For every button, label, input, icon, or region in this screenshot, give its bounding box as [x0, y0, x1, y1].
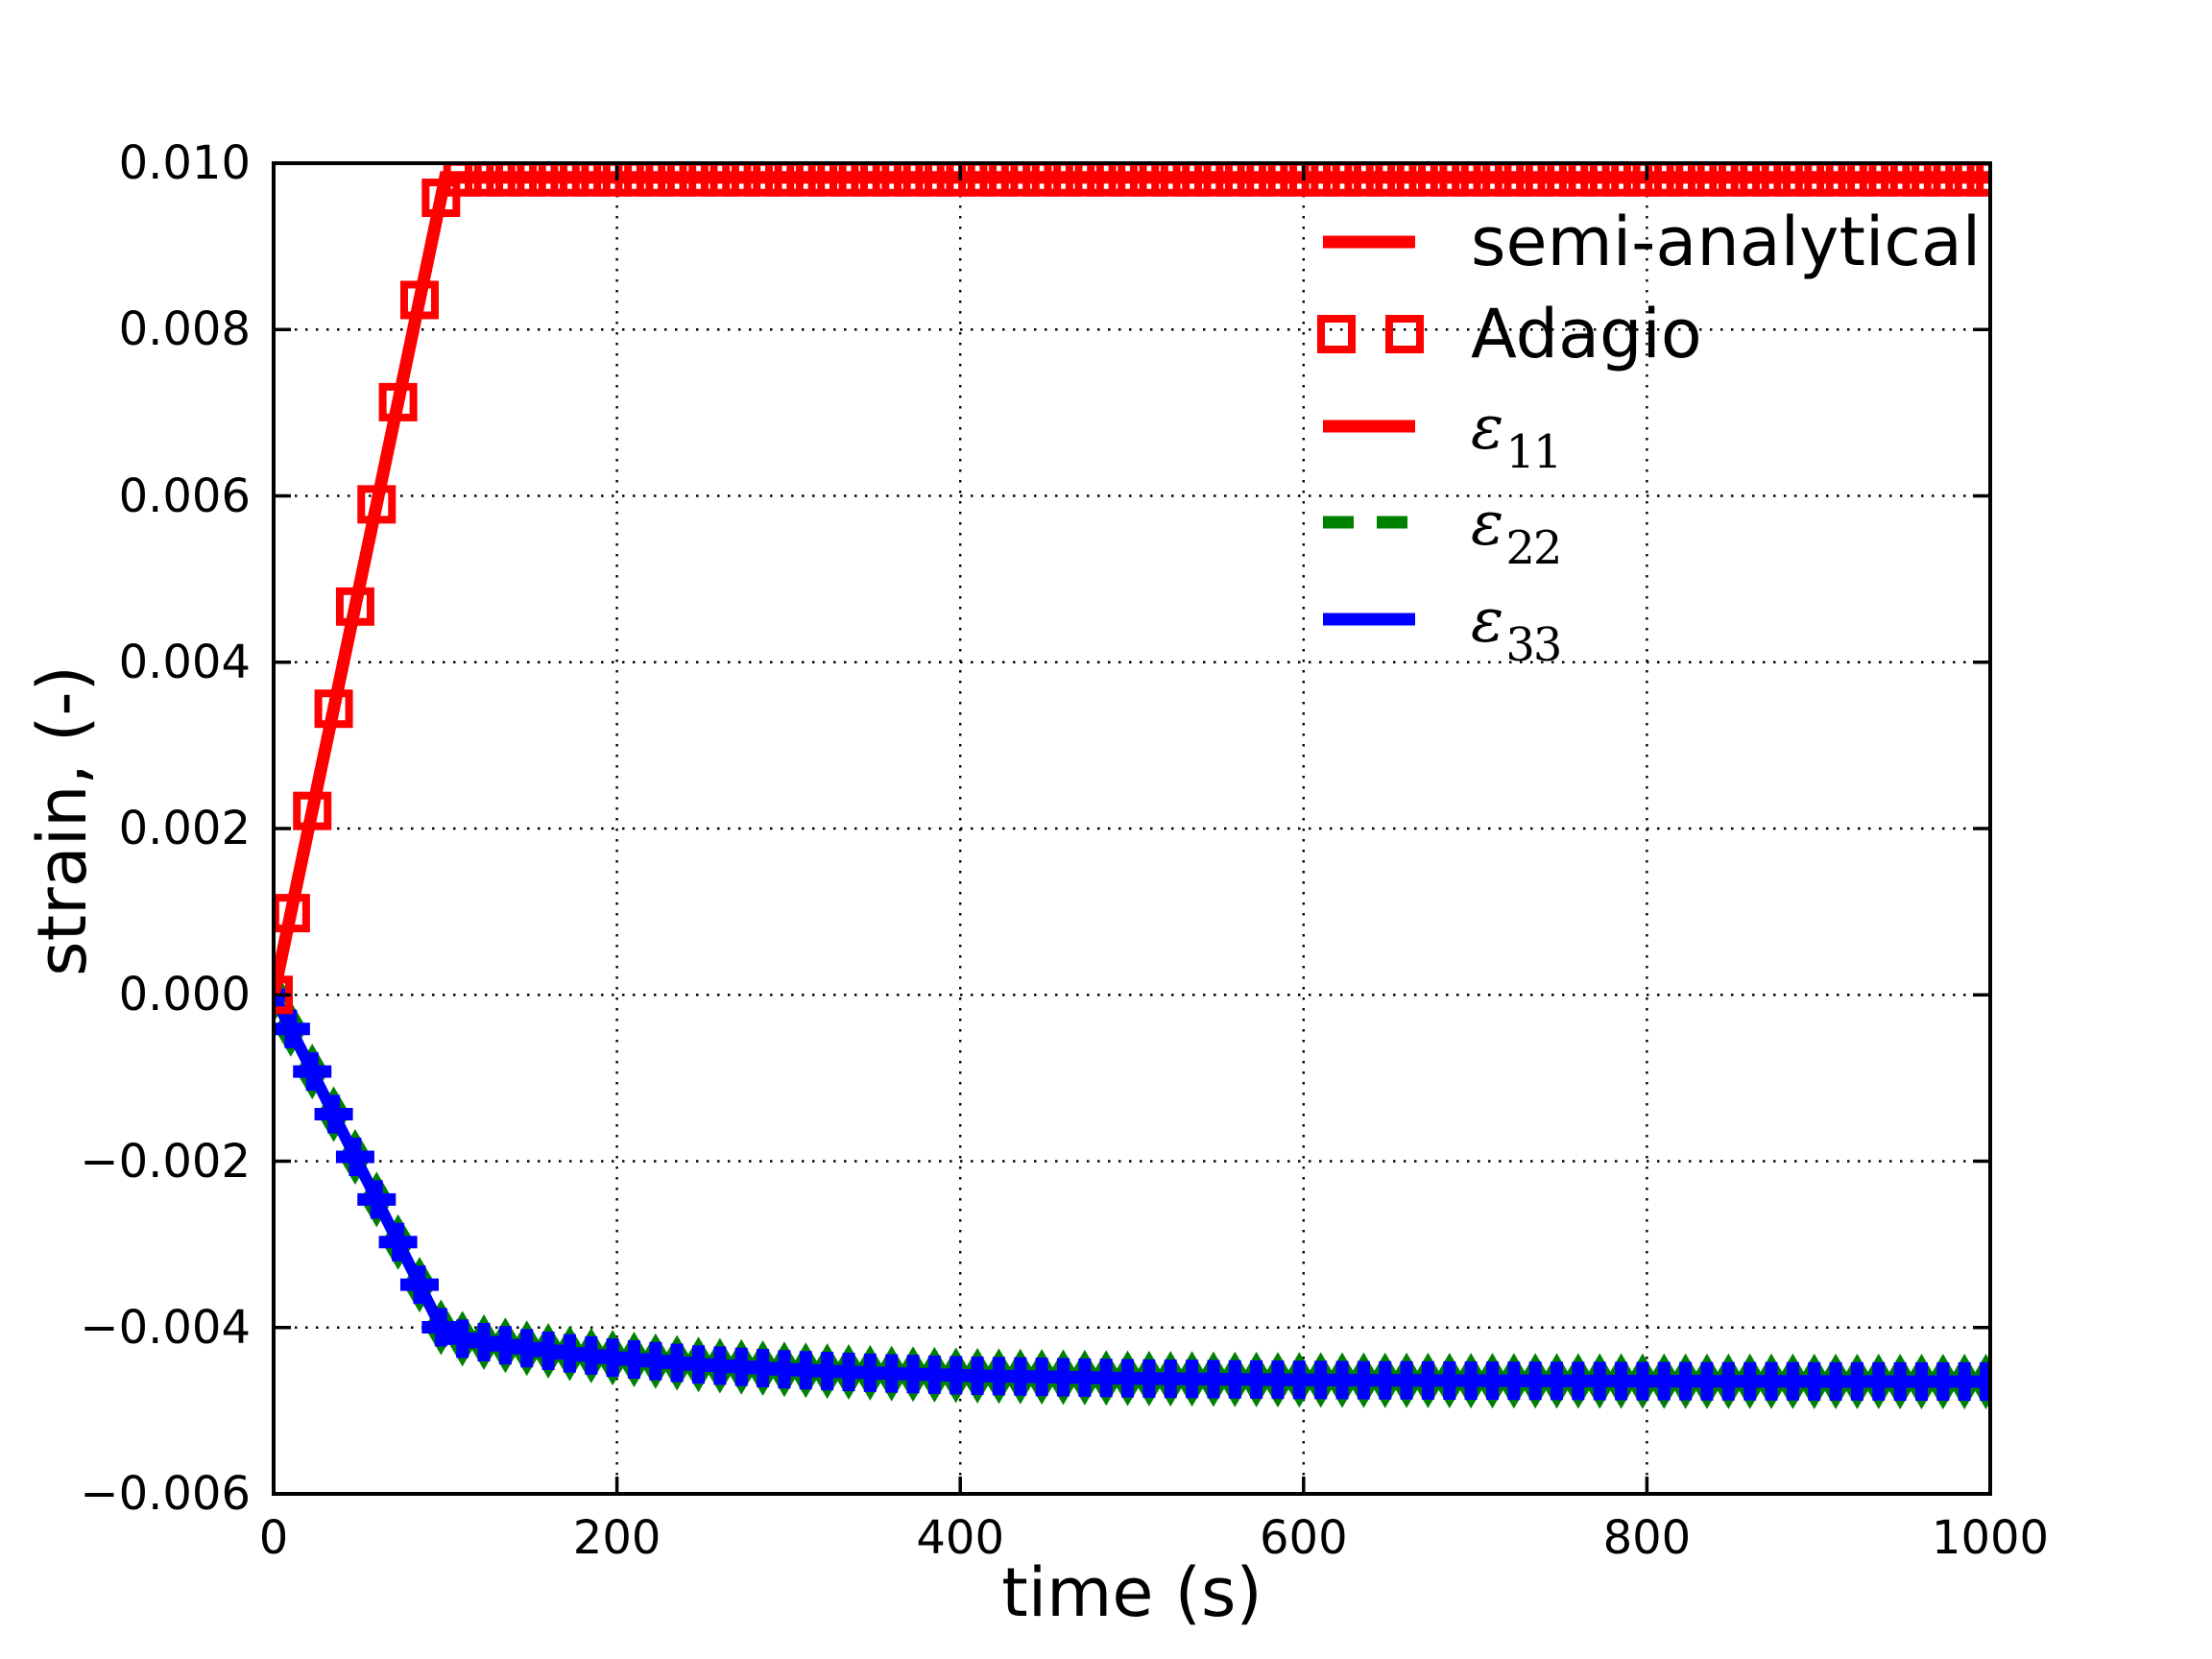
y-tick-label: 0.004 [118, 635, 251, 689]
y-axis-label: strain, (-) [23, 665, 102, 976]
epsilon-symbol: ε [1471, 489, 1504, 560]
epsilon-subscript: 22 [1505, 521, 1562, 575]
x-tick-label: 200 [572, 1511, 661, 1565]
x-tick-label: 800 [1602, 1511, 1692, 1565]
legend-swatch [1317, 315, 1424, 353]
epsilon-subscript: 11 [1505, 425, 1562, 479]
y-tick-label: −0.006 [80, 1467, 251, 1521]
y-tick-label: −0.002 [80, 1134, 251, 1189]
x-tick-label: 600 [1259, 1511, 1348, 1565]
epsilon-symbol: ε [1471, 586, 1504, 657]
y-tick-label: 0.002 [118, 802, 251, 855]
legend-label-eps33: ε33 [1471, 573, 1562, 672]
epsilon-symbol: ε [1471, 393, 1504, 464]
legend-label-adagio: Adagio [1471, 295, 1702, 373]
x-tick-label: 1000 [1931, 1511, 2050, 1565]
epsilon-subscript: 33 [1505, 618, 1562, 672]
legend-label-eps22: ε22 [1471, 476, 1562, 575]
legend-label-semi-analytical: semi-analytical [1471, 203, 1982, 281]
y-tick-label: 0.000 [118, 968, 251, 1022]
y-tick-label: 0.008 [118, 302, 251, 357]
x-tick-label: 0 [258, 1511, 289, 1565]
legend-label-eps11: ε11 [1471, 380, 1562, 479]
y-tick-label: 0.006 [118, 469, 251, 523]
y-tick-label: −0.004 [80, 1300, 251, 1355]
x-axis-label: time (s) [1001, 1553, 1262, 1632]
x-tick-label: 400 [916, 1511, 1004, 1565]
y-tick-label: 0.010 [118, 136, 251, 190]
